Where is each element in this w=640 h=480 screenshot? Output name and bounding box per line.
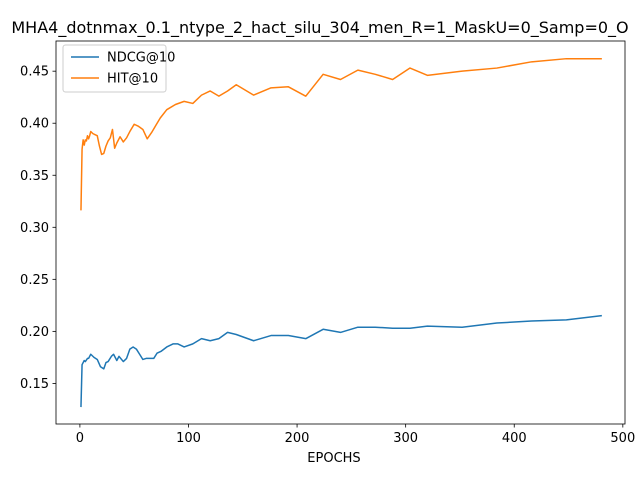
y-tick-label: 0.45: [20, 65, 49, 80]
y-tick-label: 0.15: [20, 377, 49, 392]
y-tick-label: 0.30: [20, 221, 49, 236]
x-axis-label: EPOCHS: [307, 451, 360, 466]
y-tick-label: 0.25: [20, 273, 49, 288]
x-tick-label: 100: [176, 431, 201, 446]
x-tick-label: 0: [76, 431, 84, 446]
legend: NDCG@10 HIT@10: [62, 44, 175, 93]
series-line-0: [80, 314, 602, 408]
legend-label-1: HIT@10: [107, 72, 158, 87]
x-tick-label: 300: [393, 431, 418, 446]
x-tick-label: 400: [502, 431, 527, 446]
x-tick-label: 500: [610, 431, 635, 446]
legend-label-0: NDCG@10: [107, 51, 175, 66]
x-tick-label: 200: [285, 431, 310, 446]
y-tick-label: 0.35: [20, 169, 49, 184]
plot-area: 0 100 200 300 400 500 0.15 0.20 0.25 0.30 0.35 0.40…: [20, 40, 635, 446]
axes-frame: [55, 40, 626, 425]
y-tick-label: 0.20: [20, 325, 49, 340]
series-line-1: [80, 57, 602, 211]
chart-title: MHA4_dotnmax_0.1_ntype_2_hact_silu_304_m…: [11, 18, 628, 38]
y-tick-label: 0.40: [20, 117, 49, 132]
